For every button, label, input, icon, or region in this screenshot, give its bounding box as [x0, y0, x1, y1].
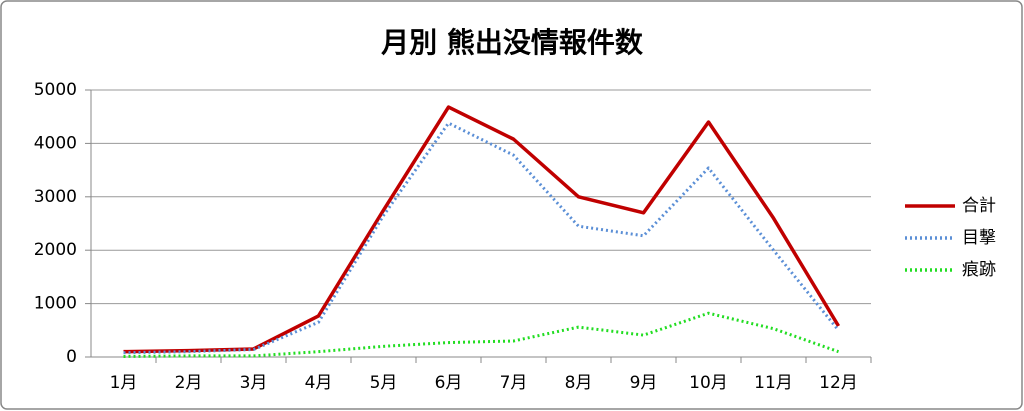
x-tick-label: 11月: [754, 373, 793, 393]
chart-title: 月別 熊出没情報件数: [380, 26, 644, 59]
x-tick-label: 5月: [370, 373, 398, 393]
x-tick-label: 8月: [565, 373, 593, 393]
y-tick-label: 1000: [34, 294, 77, 314]
y-tick-label: 2000: [34, 240, 77, 260]
y-tick-label: 5000: [34, 80, 77, 100]
x-tick-label: 1月: [110, 373, 138, 393]
x-tick-label: 10月: [689, 373, 728, 393]
y-tick-label: 0: [66, 347, 77, 367]
x-tick-label: 12月: [819, 373, 858, 393]
x-tick-label: 6月: [435, 373, 463, 393]
y-tick-label: 3000: [34, 187, 77, 207]
x-tick-label: 7月: [500, 373, 528, 393]
y-tick-label: 4000: [34, 133, 77, 153]
x-tick-label: 3月: [240, 373, 268, 393]
legend-label: 痕跡: [962, 260, 996, 280]
x-tick-label: 4月: [305, 373, 333, 393]
legend-label: 合計: [962, 196, 996, 216]
legend-label: 目撃: [962, 228, 996, 248]
x-tick-label: 9月: [630, 373, 658, 393]
x-tick-label: 2月: [175, 373, 203, 393]
series-line: [123, 105, 840, 354]
